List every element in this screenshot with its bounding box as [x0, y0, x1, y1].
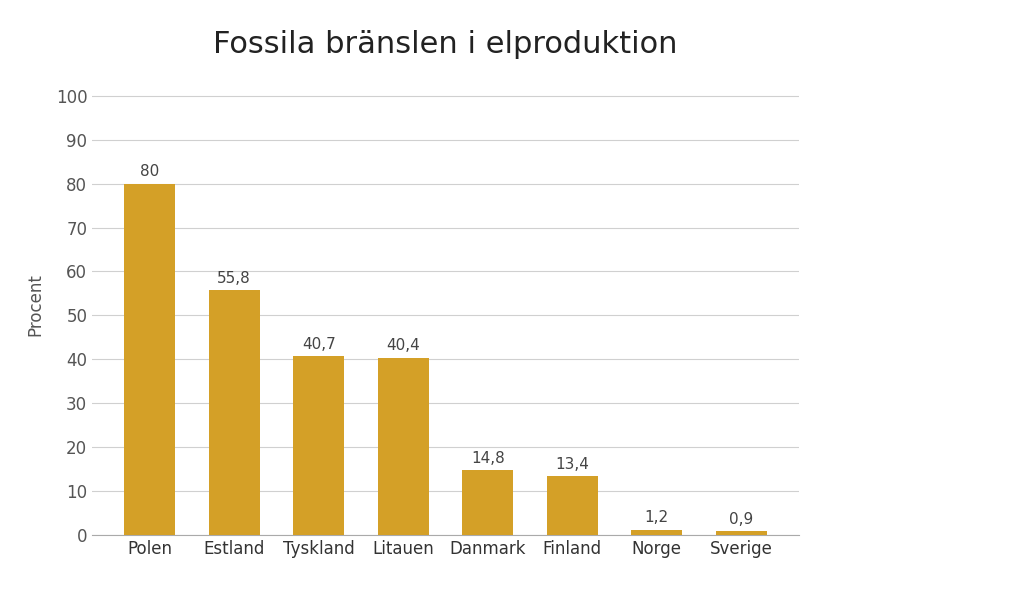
Text: 1,2: 1,2 [645, 510, 669, 525]
Title: Fossila bränslen i elproduktion: Fossila bränslen i elproduktion [213, 30, 678, 59]
Bar [632, 530, 682, 535]
Bar [463, 470, 513, 535]
Bar [378, 357, 428, 535]
Text: 13,4: 13,4 [555, 457, 589, 472]
Text: 55,8: 55,8 [217, 271, 251, 285]
Text: 14,8: 14,8 [471, 451, 505, 466]
Text: 40,7: 40,7 [302, 337, 336, 352]
Bar [124, 184, 175, 535]
Text: 80: 80 [140, 164, 160, 179]
Y-axis label: Procent: Procent [27, 273, 45, 336]
Text: 40,4: 40,4 [386, 338, 420, 353]
Text: 0,9: 0,9 [729, 512, 754, 526]
Bar [209, 290, 259, 535]
Bar [293, 356, 344, 535]
Bar [547, 476, 598, 535]
Bar [716, 531, 767, 535]
